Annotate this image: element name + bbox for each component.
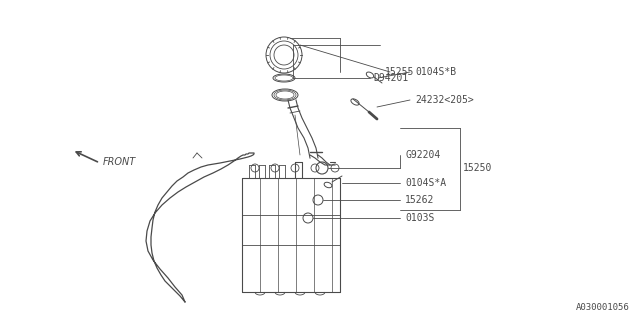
Text: D94201: D94201 <box>373 73 408 83</box>
Text: 24232<205>: 24232<205> <box>415 95 474 105</box>
Text: FRONT: FRONT <box>103 157 136 167</box>
Text: A030001056: A030001056 <box>576 303 630 312</box>
Text: 0104S*A: 0104S*A <box>405 178 446 188</box>
Text: 0104S*B: 0104S*B <box>415 67 456 77</box>
Text: 15250: 15250 <box>463 163 492 173</box>
Text: 0103S: 0103S <box>405 213 435 223</box>
Text: 15255: 15255 <box>385 67 414 77</box>
Text: 15262: 15262 <box>405 195 435 205</box>
Text: G92204: G92204 <box>405 150 440 160</box>
